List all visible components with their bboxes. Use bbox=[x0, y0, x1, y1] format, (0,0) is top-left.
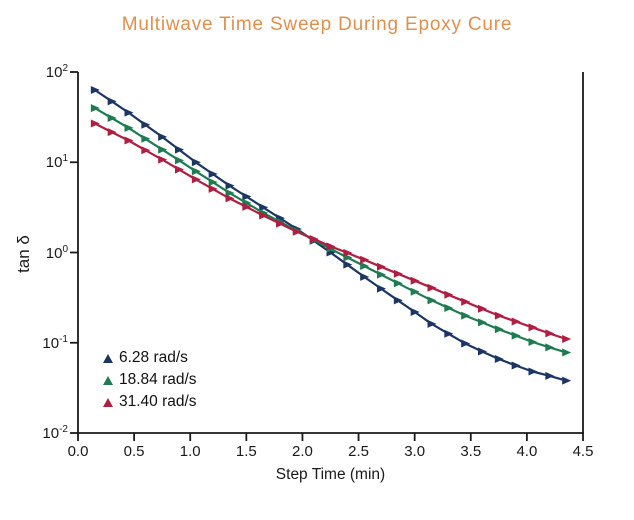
series-6.28 bbox=[90, 86, 572, 385]
x-tick-label: 3.0 bbox=[404, 443, 426, 460]
legend-label: 18.84 rad/s bbox=[119, 371, 197, 388]
legend-triangle-icon bbox=[103, 397, 113, 407]
x-axis-ticks bbox=[77, 433, 584, 441]
x-tick-label: 3.5 bbox=[460, 443, 482, 460]
legend-triangle-icon bbox=[103, 375, 113, 385]
x-tick-label: 1.0 bbox=[179, 443, 201, 460]
y-axis-ticks bbox=[70, 71, 78, 434]
y-tick-label: 10-1 bbox=[42, 333, 68, 352]
y-axis-title: tan δ bbox=[14, 235, 33, 273]
x-axis-title: Step Time (min) bbox=[275, 466, 386, 483]
legend: 6.28 rad/s 18.84 rad/s 31.40 rad/s bbox=[103, 347, 197, 413]
y-tick-label: 100 bbox=[45, 243, 68, 262]
x-tick-label: 4.0 bbox=[516, 443, 538, 460]
legend-triangle-icon bbox=[103, 353, 113, 363]
x-tick-label: 2.0 bbox=[292, 443, 313, 460]
y-tick-label: 101 bbox=[45, 153, 68, 172]
x-tick-label: 0.0 bbox=[67, 443, 89, 460]
legend-item: 31.40 rad/s bbox=[103, 391, 197, 413]
x-tick-label: 1.5 bbox=[235, 443, 257, 460]
series-18.84 bbox=[90, 104, 572, 357]
y-tick-label: 102 bbox=[45, 63, 68, 81]
x-tick-label: 2.5 bbox=[348, 443, 369, 460]
x-tick-label: 0.5 bbox=[123, 443, 145, 460]
y-tick-label: 10-2 bbox=[42, 424, 68, 442]
legend-label: 6.28 rad/s bbox=[119, 349, 188, 366]
chart-title: Multiwave Time Sweep During Epoxy Cure bbox=[121, 14, 513, 35]
legend-item: 6.28 rad/s bbox=[103, 347, 197, 369]
x-tick-label: 4.5 bbox=[572, 443, 594, 460]
legend-item: 18.84 rad/s bbox=[103, 369, 197, 391]
series-31.40 bbox=[90, 119, 572, 344]
legend-label: 31.40 rad/s bbox=[119, 393, 197, 410]
